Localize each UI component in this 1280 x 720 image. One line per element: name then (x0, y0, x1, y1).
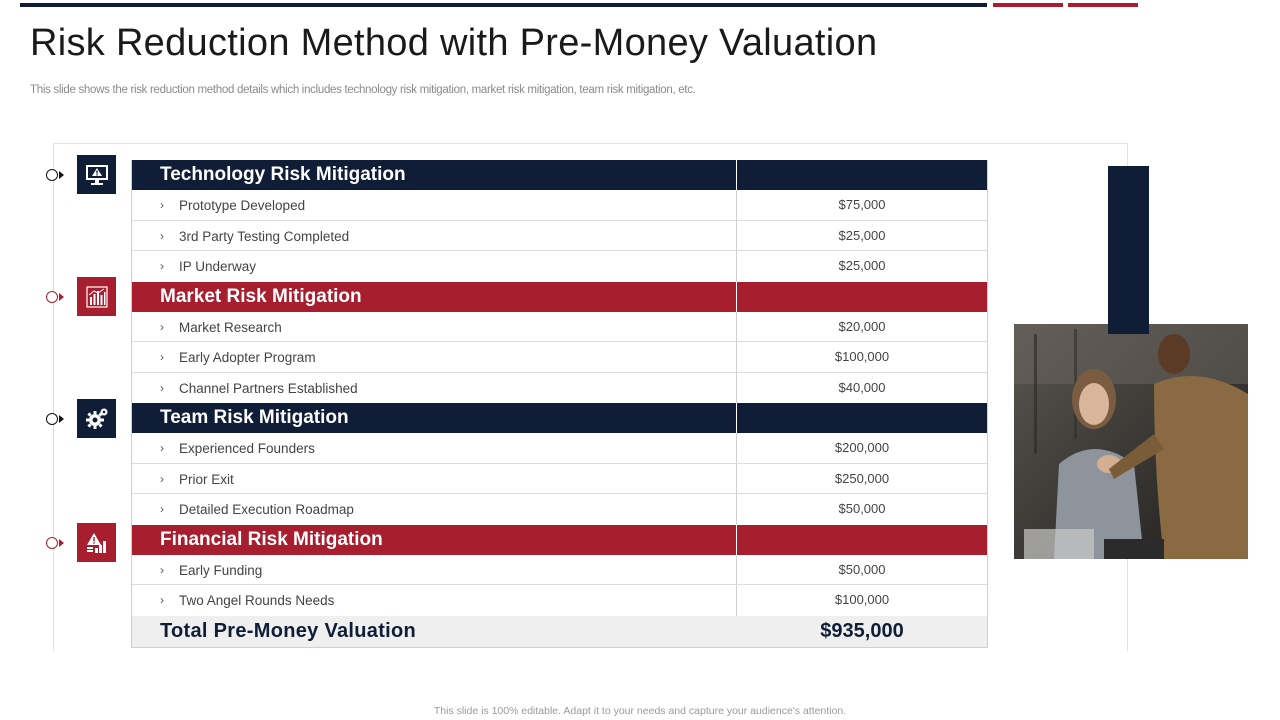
chevron-right-icon: › (160, 380, 164, 395)
top-accent-bar-red-1 (993, 3, 1063, 7)
table-row: › Prior Exit $250,000 (132, 463, 987, 494)
top-accent-bar-red-2 (1068, 3, 1138, 7)
table-row: › Two Angel Rounds Needs $100,000 (132, 585, 987, 616)
row-label: Early Funding (179, 562, 263, 578)
section-title: Market Risk Mitigation (160, 285, 362, 307)
table-row: › Detailed Execution Roadmap $50,000 (132, 494, 987, 525)
row-label: Market Research (179, 319, 282, 335)
slide-footer: This slide is 100% editable. Adapt it to… (433, 705, 847, 717)
table-row: › Prototype Developed $75,000 (132, 190, 987, 221)
chevron-right-icon: › (160, 562, 164, 577)
chevron-right-icon: › (160, 350, 164, 364)
table-row: › Experienced Founders $200,000 (132, 433, 987, 464)
row-value: $75,000 (838, 197, 886, 212)
timeline-line (53, 170, 54, 550)
business-people-photo (1014, 324, 1248, 559)
total-label: Total Pre-Money Valuation (160, 619, 417, 642)
timeline-marker-team (46, 413, 66, 425)
table-row: › Channel Partners Established $40,000 (132, 372, 987, 403)
row-value: $25,000 (838, 227, 886, 243)
row-value: $40,000 (838, 379, 886, 395)
section-title: Technology Risk Mitigation (160, 164, 406, 185)
row-value: $100,000 (834, 592, 890, 607)
row-value: $100,000 (834, 349, 890, 364)
monitor-warning-icon (77, 155, 116, 194)
table-row: › Market Research $20,000 (132, 311, 987, 342)
section-header-technology: Technology Risk Mitigation (132, 160, 987, 190)
row-value: $50,000 (838, 501, 886, 516)
row-label: Prototype Developed (179, 198, 306, 213)
section-header-financial: Financial Risk Mitigation (132, 524, 987, 555)
row-value: $50,000 (838, 561, 886, 577)
finance-warning-icon (77, 523, 116, 562)
timeline-marker-financial (46, 537, 66, 549)
row-label: Prior Exit (179, 471, 234, 487)
table-row: › 3rd Party Testing Completed $25,000 (132, 220, 987, 251)
row-label: IP Underway (179, 259, 257, 274)
table-row: › IP Underway $25,000 (132, 251, 987, 282)
top-accent-bar (20, 3, 987, 7)
row-label: Early Adopter Program (179, 350, 316, 365)
section-title: Financial Risk Mitigation (160, 528, 383, 550)
timeline-marker-market (46, 291, 66, 303)
row-value: $250,000 (834, 470, 890, 486)
row-value: $200,000 (834, 440, 890, 455)
gear-icon (77, 399, 116, 438)
row-value: $25,000 (838, 258, 886, 273)
table-row: › Early Funding $50,000 (132, 554, 987, 585)
slide-title: Risk Reduction Method with Pre-Money Val… (30, 22, 878, 64)
row-label: Channel Partners Established (179, 380, 358, 396)
chevron-right-icon: › (160, 228, 164, 243)
risk-mitigation-table: Technology Risk Mitigation › Prototype De… (131, 160, 988, 648)
total-row: Total Pre-Money Valuation $935,000 (132, 615, 987, 647)
chevron-right-icon: › (160, 593, 164, 607)
section-header-team: Team Risk Mitigation (132, 403, 987, 433)
section-header-market: Market Risk Mitigation (132, 281, 987, 312)
section-title: Team Risk Mitigation (160, 407, 349, 428)
slide-subtitle: This slide shows the risk reduction meth… (30, 84, 696, 96)
timeline-marker-technology (46, 169, 66, 181)
chevron-right-icon: › (160, 441, 164, 455)
row-label: Two Angel Rounds Needs (179, 593, 335, 608)
row-label: Experienced Founders (179, 441, 315, 456)
row-label: Detailed Execution Roadmap (179, 502, 354, 517)
row-value: $20,000 (838, 318, 886, 334)
chevron-right-icon: › (160, 319, 164, 334)
table-row: › Early Adopter Program $100,000 (132, 342, 987, 373)
decorative-navy-bar (1108, 166, 1149, 334)
market-chart-icon (77, 277, 116, 316)
chevron-right-icon: › (160, 502, 164, 516)
row-label: 3rd Party Testing Completed (179, 228, 350, 244)
chevron-right-icon: › (160, 259, 164, 273)
total-value: $935,000 (820, 619, 904, 642)
chevron-right-icon: › (160, 471, 164, 486)
chevron-right-icon: › (160, 198, 164, 212)
